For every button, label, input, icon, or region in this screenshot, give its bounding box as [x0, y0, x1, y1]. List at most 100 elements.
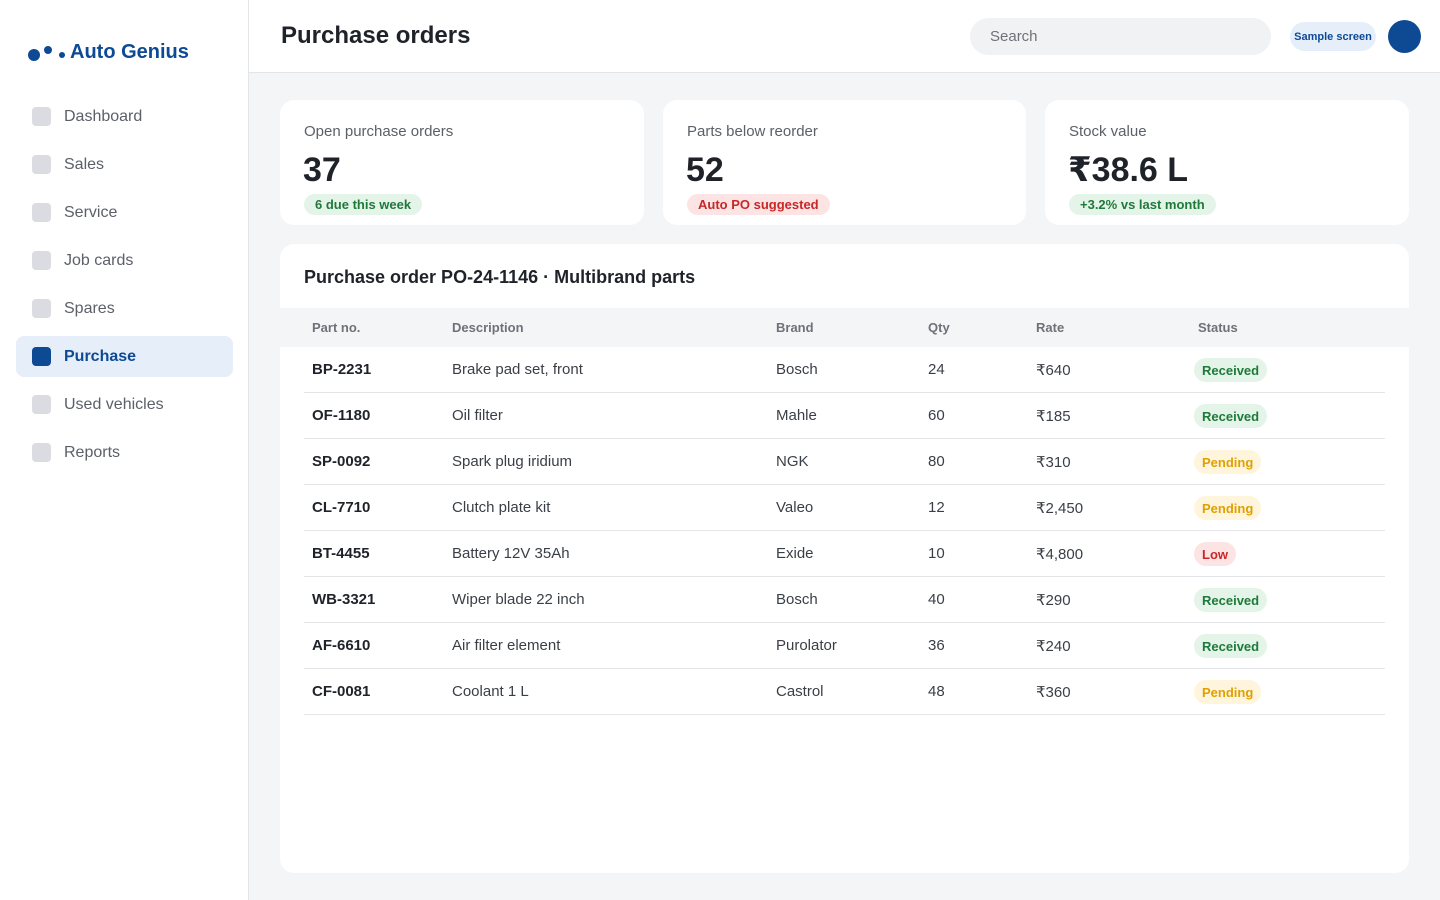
stat-pill: +3.2% vs last month [1069, 194, 1216, 215]
cell-description: Spark plug iridium [452, 453, 573, 470]
sidebar-item-label: Sales [64, 155, 105, 173]
sidebar-item-label: Job cards [64, 251, 134, 269]
status-badge: Pending [1194, 496, 1262, 520]
sidebar-item-spares[interactable]: Spares [16, 288, 233, 329]
logo-dots-icon [28, 44, 68, 68]
stat-pill: Auto PO suggested [687, 194, 830, 215]
status-badge: Received [1194, 358, 1268, 382]
avatar[interactable] [1388, 20, 1421, 53]
cell-description: Brake pad set, front [452, 361, 583, 378]
search-input[interactable] [970, 18, 1271, 55]
status-badge: Pending [1194, 680, 1262, 704]
sidebar-item-service[interactable]: Service [16, 192, 233, 233]
cell-description: Oil filter [452, 407, 503, 424]
column-header-rate[interactable]: Rate [1036, 320, 1065, 335]
cell-description: Battery 12V 35Ah [452, 545, 570, 562]
table-body: BP-2231 Brake pad set, front Bosch 24 ₹6… [304, 347, 1385, 715]
cell-brand: Castrol [776, 683, 824, 700]
sidebar-item-used-vehicles[interactable]: Used vehicles [16, 384, 233, 425]
stat-value: 52 [686, 151, 724, 189]
page-title: Purchase orders [281, 22, 471, 49]
cell-part-no: OF-1180 [312, 407, 371, 424]
sidebar-item-label: Purchase [64, 347, 137, 365]
cell-rate: ₹185 [1036, 408, 1071, 425]
purchase-order-card: Purchase order PO-24-1146 · Multibrand p… [280, 244, 1409, 873]
cell-qty: 40 [928, 591, 945, 608]
sidebar-item-reports[interactable]: Reports [16, 432, 233, 473]
used-vehicles-icon [32, 395, 51, 414]
cell-brand: Valeo [776, 499, 814, 516]
cell-part-no: CL-7710 [312, 499, 371, 516]
cell-brand: Bosch [776, 591, 818, 608]
sidebar: Auto Genius Dashboard Sales Service Job … [0, 0, 249, 900]
stat-card-below-reorder: Parts below reorder 52 Auto PO suggested [663, 100, 1026, 225]
cell-brand: Bosch [776, 361, 818, 378]
cell-brand: NGK [776, 453, 809, 470]
cell-description: Wiper blade 22 inch [452, 591, 585, 608]
cell-description: Coolant 1 L [452, 683, 529, 700]
sidebar-item-sales[interactable]: Sales [16, 144, 233, 185]
sidebar-item-label: Spares [64, 299, 115, 317]
cell-description: Clutch plate kit [452, 499, 551, 516]
cell-qty: 10 [928, 545, 945, 562]
table-row[interactable]: SP-0092 Spark plug iridium NGK 80 ₹310 P… [304, 439, 1385, 485]
table-header: Part no. Description Brand Qty Rate Stat… [280, 308, 1409, 347]
status-badge: Received [1194, 404, 1268, 428]
cell-rate: ₹290 [1036, 592, 1071, 609]
cell-rate: ₹240 [1036, 638, 1071, 655]
status-badge: Pending [1194, 450, 1262, 474]
service-icon [32, 203, 51, 222]
sidebar-item-label: Reports [64, 443, 121, 461]
reports-icon [32, 443, 51, 462]
cell-part-no: AF-6610 [312, 637, 371, 654]
cell-qty: 60 [928, 407, 945, 424]
sidebar-item-dashboard[interactable]: Dashboard [16, 96, 233, 137]
table-row[interactable]: BT-4455 Battery 12V 35Ah Exide 10 ₹4,800… [304, 531, 1385, 577]
purchase-icon [32, 347, 51, 366]
table-row[interactable]: OF-1180 Oil filter Mahle 60 ₹185 Receive… [304, 393, 1385, 439]
status-badge: Received [1194, 588, 1268, 612]
table-row[interactable]: BP-2231 Brake pad set, front Bosch 24 ₹6… [304, 347, 1385, 393]
cell-part-no: SP-0092 [312, 453, 371, 470]
cell-rate: ₹310 [1036, 454, 1071, 471]
stat-label: Parts below reorder [687, 123, 818, 140]
cell-brand: Purolator [776, 637, 837, 654]
dashboard-icon [32, 107, 51, 126]
stat-value: ₹38.6 L [1068, 151, 1189, 189]
sidebar-item-purchase[interactable]: Purchase [16, 336, 233, 377]
table-row[interactable]: WB-3321 Wiper blade 22 inch Bosch 40 ₹29… [304, 577, 1385, 623]
stat-card-stock-value: Stock value ₹38.6 L +3.2% vs last month [1045, 100, 1409, 225]
sales-icon [32, 155, 51, 174]
cell-brand: Mahle [776, 407, 817, 424]
column-header-qty[interactable]: Qty [928, 320, 950, 335]
stat-card-open-orders: Open purchase orders 37 6 due this week [280, 100, 644, 225]
cell-qty: 12 [928, 499, 945, 516]
cell-rate: ₹4,800 [1036, 546, 1084, 563]
sample-screen-badge: Sample screen [1290, 22, 1376, 51]
cell-qty: 24 [928, 361, 945, 378]
sidebar-item-job-cards[interactable]: Job cards [16, 240, 233, 281]
app-name: Auto Genius [70, 41, 189, 63]
cell-part-no: WB-3321 [312, 591, 376, 608]
column-header-status[interactable]: Status [1198, 320, 1238, 335]
stat-value: 37 [303, 151, 341, 189]
cell-qty: 48 [928, 683, 945, 700]
sidebar-item-label: Service [64, 203, 118, 221]
column-header-part-no[interactable]: Part no. [312, 320, 361, 335]
app-logo[interactable]: Auto Genius [28, 28, 189, 68]
purchase-order-title: Purchase order PO-24-1146 · Multibrand p… [304, 267, 696, 287]
cell-rate: ₹640 [1036, 362, 1071, 379]
cell-part-no: CF-0081 [312, 683, 371, 700]
table-row[interactable]: CF-0081 Coolant 1 L Castrol 48 ₹360 Pend… [304, 669, 1385, 715]
table-row[interactable]: AF-6610 Air filter element Purolator 36 … [304, 623, 1385, 669]
cell-rate: ₹2,450 [1036, 500, 1084, 517]
status-badge: Low [1194, 542, 1236, 566]
cell-description: Air filter element [452, 637, 561, 654]
table-row[interactable]: CL-7710 Clutch plate kit Valeo 12 ₹2,450… [304, 485, 1385, 531]
column-header-description[interactable]: Description [452, 320, 524, 335]
sidebar-nav: Dashboard Sales Service Job cards Spares… [16, 96, 233, 480]
cell-part-no: BP-2231 [312, 361, 372, 378]
cell-brand: Exide [776, 545, 814, 562]
cell-qty: 80 [928, 453, 945, 470]
column-header-brand[interactable]: Brand [776, 320, 814, 335]
